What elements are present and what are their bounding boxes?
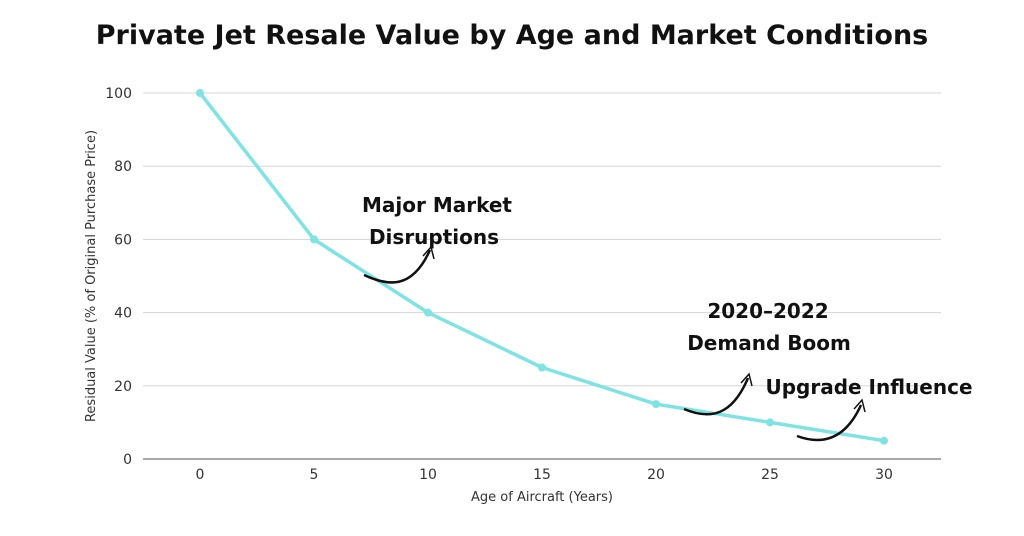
annotation-arrow-demand-boom [683, 372, 753, 416]
y-tick-label-80: 80 [114, 159, 132, 175]
x-tick-labels: 0 5 10 15 20 25 30 [196, 467, 893, 483]
annotation-arrow-major-market [363, 245, 435, 284]
data-point-0 [196, 89, 204, 97]
x-tick-label-25: 25 [761, 467, 779, 483]
gridlines [143, 92, 941, 387]
chart-title: Private Jet Resale Value by Age and Mark… [95, 20, 929, 51]
data-point-25 [766, 418, 774, 427]
y-tick-label-60: 60 [114, 232, 132, 248]
x-tick-label-15: 15 [533, 467, 551, 483]
y-tick-label-0: 0 [123, 452, 132, 468]
y-tick-label-100: 100 [105, 86, 132, 102]
y-axis-label: Residual Value (% of Original Purchase P… [84, 130, 99, 422]
annotation-major-market-line2: Disruptions [369, 225, 499, 249]
data-point-20 [652, 400, 660, 409]
y-tick-label-40: 40 [114, 306, 132, 322]
y-tick-labels: 0 20 40 60 80 100 [105, 86, 132, 468]
data-point-5 [310, 235, 318, 244]
data-points [196, 89, 888, 445]
x-tick-label-30: 30 [875, 467, 893, 483]
annotation-arrow-upgrade [796, 398, 866, 442]
annotation-major-market-line1: Major Market [362, 193, 512, 217]
data-point-30 [880, 436, 888, 445]
x-axis-label: Age of Aircraft (Years) [471, 490, 613, 505]
annotation-demand-boom-line1: 2020–2022 [707, 299, 828, 323]
annotation-demand-boom-line2: Demand Boom [687, 331, 851, 355]
x-tick-label-0: 0 [196, 467, 205, 483]
data-point-15 [538, 363, 546, 372]
annotation-upgrade-influence: Upgrade Influence [765, 375, 972, 399]
data-point-10 [424, 308, 432, 317]
x-tick-label-20: 20 [647, 467, 665, 483]
x-tick-label-10: 10 [419, 467, 437, 483]
x-tick-label-5: 5 [310, 467, 319, 483]
y-tick-label-20: 20 [114, 379, 132, 395]
